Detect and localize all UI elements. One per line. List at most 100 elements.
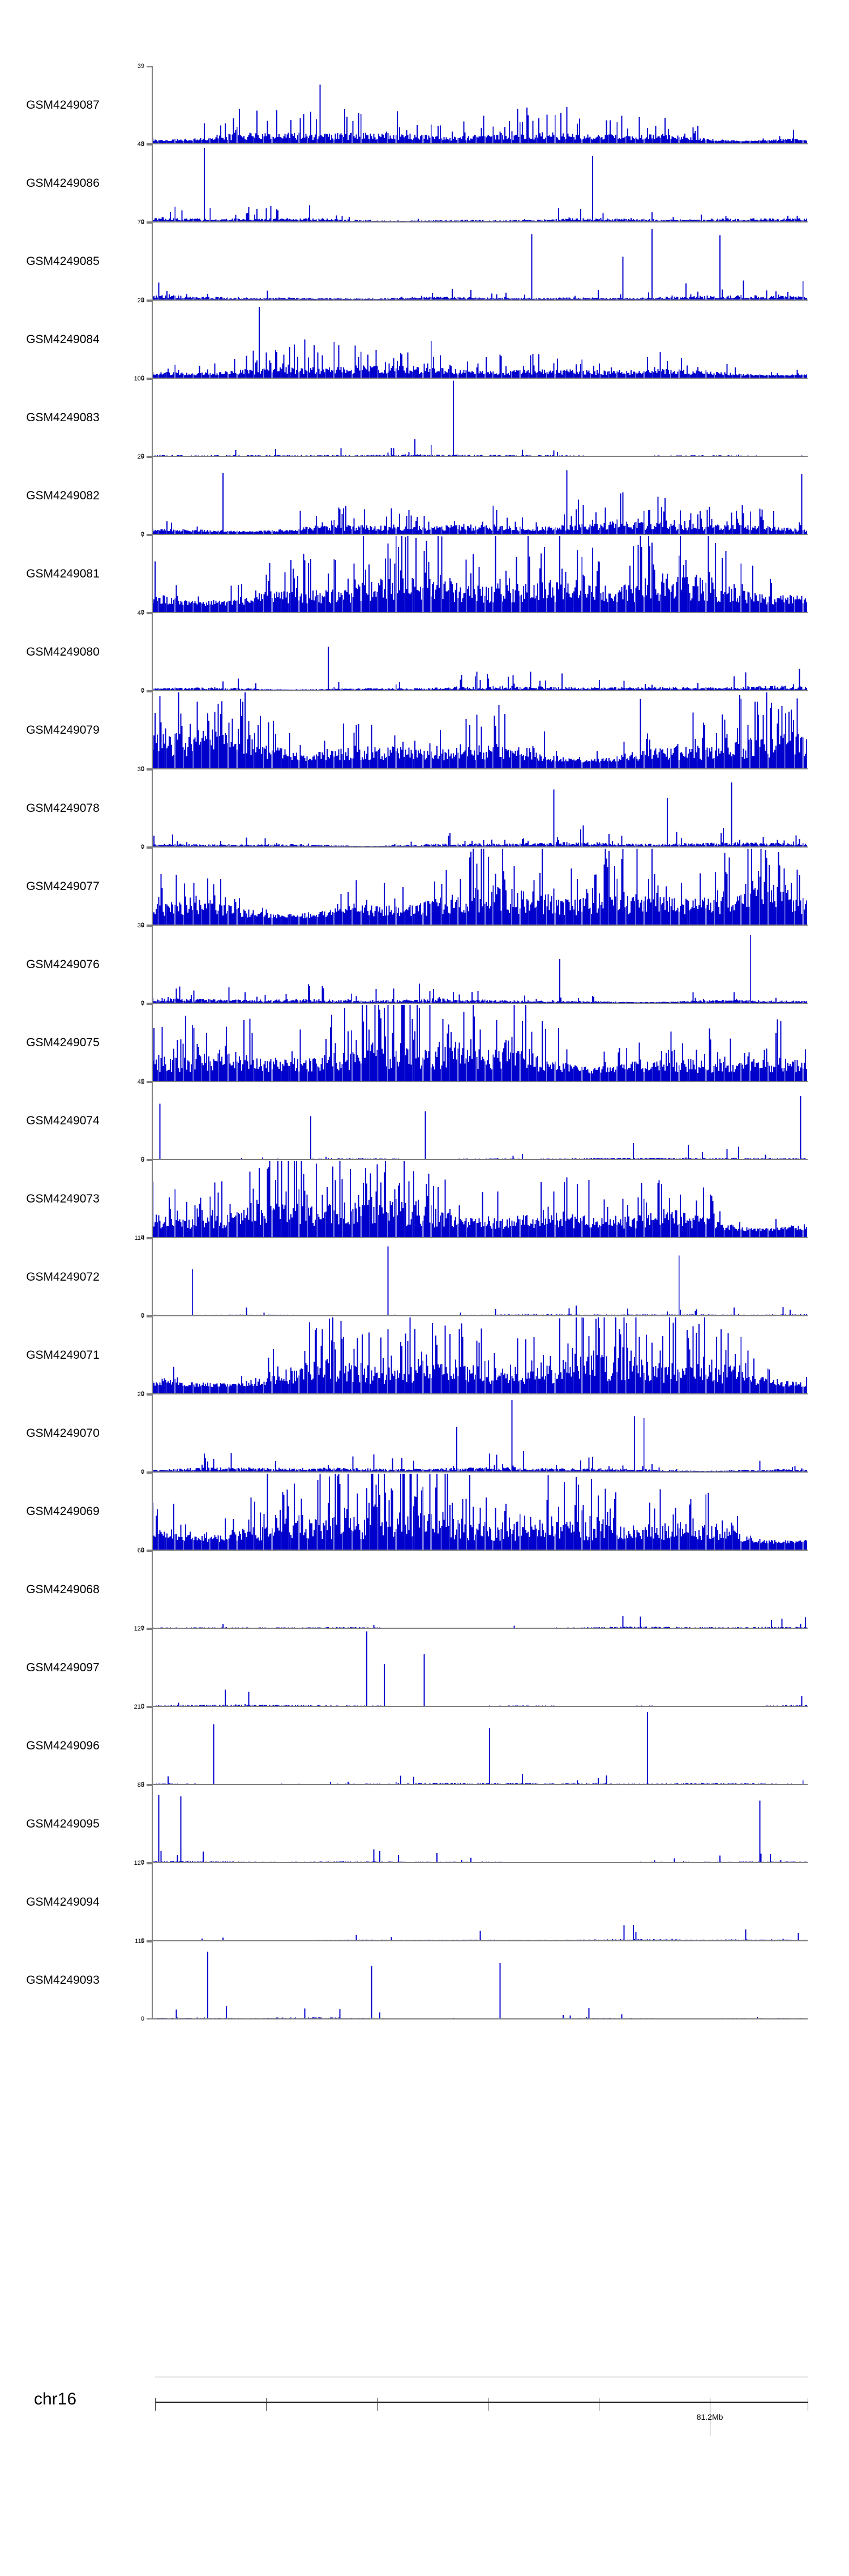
signal-histogram [153,470,807,535]
y-axis-tick-max [147,1707,153,1708]
track-signal-plot[interactable] [153,691,808,769]
track-sample-label: GSM4249085 [26,255,100,268]
track-signal-plot[interactable] [153,535,808,613]
signal-histogram [153,1952,807,2019]
coverage-track[interactable]: GSM4249069 7 0 [0,1469,849,1554]
y-axis-tick-max [147,1863,153,1864]
y-axis-min-value: 0 [140,844,144,850]
y-axis-min-value: 0 [140,453,144,460]
coverage-track[interactable]: GSM4249093 111 0 [0,1939,849,2022]
track-baseline [153,456,808,457]
track-sample-label: GSM4249086 [26,177,100,190]
coverage-track[interactable]: GSM4249086 43 0 [0,142,849,225]
ideogram-bottom-border [155,2402,808,2403]
coverage-track[interactable]: GSM4249075 7 0 [0,1001,849,1085]
coverage-track[interactable]: GSM4249096 210 0 [0,1704,849,1788]
coverage-track[interactable]: GSM4249079 7 0 [0,688,849,772]
y-axis-max-value: 47 [137,610,144,617]
track-signal-plot[interactable] [153,1707,808,1785]
y-axis-spine [152,222,153,301]
track-y-axis: 111 0 [126,1939,153,2022]
track-signal-plot[interactable] [153,144,808,222]
y-axis-spine [152,691,153,769]
y-axis-tick-min [147,378,153,379]
coverage-track[interactable]: GSM4249082 29 0 [0,454,849,538]
y-axis-min-value: 0 [140,1234,144,1241]
y-axis-max-value: 23 [137,297,144,304]
track-signal-plot[interactable] [153,1082,808,1160]
track-signal-plot[interactable] [153,769,808,848]
coverage-track[interactable]: GSM4249094 127 0 [0,1860,849,1944]
y-axis-spine [152,1551,153,1629]
track-signal-plot[interactable] [153,1941,808,2019]
coverage-track[interactable]: GSM4249072 114 0 [0,1235,849,1319]
coverage-track[interactable]: GSM4249076 39 0 [0,923,849,1007]
y-axis-tick-min [147,1471,153,1473]
track-signal-plot[interactable] [153,301,808,379]
track-sample-label: GSM4249076 [26,958,100,971]
track-signal-plot[interactable] [153,1238,808,1316]
coverage-track[interactable]: GSM4249070 29 0 [0,1392,849,1475]
coverage-track[interactable]: GSM4249078 30 0 [0,767,849,850]
coverage-track[interactable]: GSM4249085 79 0 [0,220,849,303]
y-axis-min-value: 0 [140,1703,144,1710]
y-axis-tick-max [147,926,153,927]
track-signal-plot[interactable] [153,66,808,144]
track-signal-plot[interactable] [153,1785,808,1863]
coverage-track[interactable]: GSM4249084 23 0 [0,297,849,382]
signal-histogram [153,1096,807,1160]
track-signal-plot[interactable] [153,1629,808,1707]
coverage-track[interactable]: GSM4249068 68 0 [0,1548,849,1632]
y-axis-tick-min [147,1159,153,1160]
track-signal-plot[interactable] [153,457,808,535]
coverage-track[interactable]: GSM4249074 41 0 [0,1079,849,1163]
y-axis-tick-min [147,1940,153,1941]
y-axis-tick-min [147,1315,153,1316]
y-axis-max-value: 7 [140,1469,144,1476]
track-signal-plot[interactable] [153,379,808,457]
track-signal-plot[interactable] [153,613,808,691]
track-signal-plot[interactable] [153,1863,808,1941]
track-baseline [153,1393,808,1394]
y-axis-max-value: 127 [134,1860,144,1867]
track-signal-plot[interactable] [153,1004,808,1082]
track-sample-label: GSM4249081 [26,567,100,580]
coverage-track[interactable]: GSM4249095 83 0 [0,1782,849,1866]
signal-histogram [153,536,807,613]
signal-histogram [153,849,807,926]
track-signal-plot[interactable] [153,1551,808,1629]
chromosome-ideogram[interactable] [155,2377,808,2403]
y-axis-min-value: 0 [140,1625,144,1632]
track-signal-plot[interactable] [153,848,808,926]
y-axis-tick-min [147,456,153,457]
track-signal-plot[interactable] [153,222,808,301]
y-axis-max-value: 127 [134,1625,144,1632]
coverage-track[interactable]: GSM4249073 6 0 [0,1157,849,1241]
y-axis-tick-max [147,1238,153,1239]
track-signal-plot[interactable] [153,1473,808,1551]
track-signal-plot[interactable] [153,1160,808,1238]
track-signal-plot[interactable] [153,1394,808,1473]
coverage-track[interactable]: GSM4249083 106 0 [0,376,849,460]
y-axis-spine [152,848,153,926]
coverage-track[interactable]: GSM4249087 39 0 [0,63,849,147]
track-y-axis: 68 0 [126,1548,153,1632]
y-axis-spine [152,1785,153,1863]
y-axis-tick-min [147,1550,153,1551]
track-y-axis: 23 0 [126,297,153,382]
coverage-track[interactable]: GSM4249081 7 0 [0,532,849,616]
y-axis-spine [152,613,153,691]
track-baseline [153,1940,808,1941]
track-y-axis: 127 0 [126,1625,153,1710]
track-signal-plot[interactable] [153,1316,808,1394]
coverage-track[interactable]: GSM4249071 7 0 [0,1313,849,1397]
coverage-track[interactable]: GSM4249097 127 0 [0,1625,849,1710]
coverage-track[interactable]: GSM4249077 7 0 [0,845,849,928]
y-axis-tick-min [147,690,153,691]
track-signal-plot[interactable] [153,926,808,1004]
y-axis-tick-max [147,66,153,67]
coverage-track[interactable]: GSM4249080 47 0 [0,610,849,694]
y-axis-min-value: 0 [140,531,144,538]
